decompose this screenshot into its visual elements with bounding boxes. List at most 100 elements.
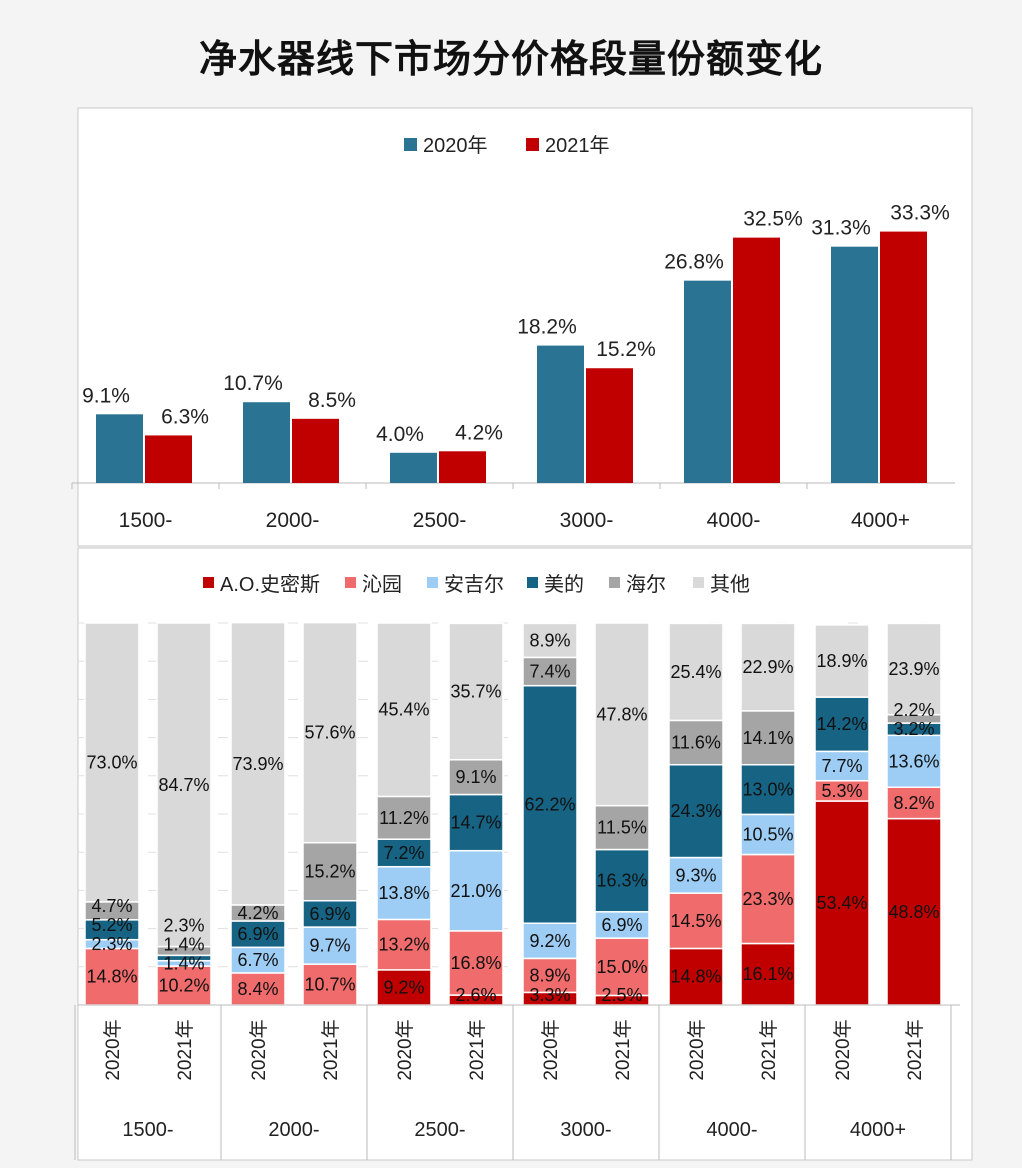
segment-美的	[230, 920, 286, 949]
legend-swatch	[609, 577, 620, 588]
legend-label: 美的	[544, 573, 584, 596]
bar-2020年	[831, 246, 878, 483]
segment-label: 9.2%	[529, 931, 570, 951]
segment-label: 2.3%	[91, 934, 132, 954]
legend-label: 其他	[710, 573, 750, 596]
segment-label: 23.9%	[888, 659, 939, 679]
segment-label: 6.9%	[309, 904, 350, 924]
segment-label: 4.2%	[237, 903, 278, 923]
segment-label: 15.0%	[596, 957, 647, 977]
x-tick-label: 4000-	[707, 509, 761, 532]
segment-label: 6.9%	[237, 924, 278, 944]
segment-label: 5.3%	[821, 781, 862, 801]
year-label: 2020年	[540, 1019, 562, 1080]
year-label: 2021年	[320, 1019, 342, 1080]
bar-2021年	[586, 368, 633, 483]
segment-label: 2.6%	[455, 985, 496, 1005]
x-tick-label: 4000+	[851, 509, 910, 532]
legend-swatch	[526, 138, 539, 151]
year-label: 2021年	[758, 1019, 780, 1080]
segment-label: 18.9%	[816, 651, 867, 671]
data-label: 10.7%	[223, 372, 283, 395]
legend-swatch	[427, 577, 438, 588]
segment-沁园	[448, 930, 504, 996]
segment-label: 57.6%	[304, 723, 355, 743]
bar-2020年	[684, 280, 731, 483]
segment-label: 13.2%	[378, 935, 429, 955]
segment-label: 9.3%	[675, 865, 716, 885]
segment-安吉尔	[376, 865, 432, 921]
segment-A.O.史密斯	[376, 969, 432, 1006]
segment-label: 24.3%	[670, 801, 721, 821]
segment-海尔	[302, 841, 358, 902]
segment-沁园	[302, 963, 358, 1006]
segment-label: 22.9%	[742, 657, 793, 677]
category-label: 1500-	[122, 1119, 173, 1141]
x-tick-label: 1500-	[119, 509, 173, 532]
segment-label: 4.7%	[91, 896, 132, 916]
segment-A.O.史密斯	[886, 817, 942, 1006]
segment-label: 48.8%	[888, 902, 939, 922]
segment-其他	[594, 622, 650, 807]
top-panel	[77, 107, 973, 547]
segment-label: 13.6%	[888, 751, 939, 771]
segment-label: 11.2%	[379, 808, 429, 828]
legend-label: 安吉尔	[444, 573, 504, 596]
segment-A.O.史密斯	[740, 942, 796, 1006]
segment-label: 16.3%	[596, 871, 647, 891]
year-label: 2021年	[466, 1019, 488, 1080]
segment-label: 9.7%	[309, 936, 350, 956]
segment-label: 13.0%	[742, 780, 793, 800]
segment-label: 5.2%	[91, 915, 132, 935]
segment-label: 2.3%	[163, 915, 204, 935]
year-label: 2020年	[686, 1019, 708, 1080]
bar-2020年	[96, 414, 143, 483]
segment-label: 14.8%	[86, 967, 137, 987]
segment-label: 1.4%	[163, 953, 204, 973]
data-label: 4.2%	[455, 421, 503, 444]
bar-2020年	[243, 402, 290, 483]
segment-label: 6.9%	[601, 915, 642, 935]
segment-label: 10.7%	[304, 975, 355, 995]
segment-安吉尔	[522, 922, 578, 960]
data-label: 33.3%	[890, 202, 950, 225]
segment-其他	[740, 622, 796, 712]
legend-label: 2020年	[423, 134, 488, 157]
segment-安吉尔	[668, 856, 724, 894]
segment-安吉尔	[448, 849, 504, 932]
segment-label: 10.5%	[742, 824, 793, 844]
segment-label: 8.9%	[529, 630, 570, 650]
segment-美的	[376, 838, 432, 868]
category-label: 2000-	[268, 1119, 319, 1141]
segment-label: 2.2%	[893, 700, 934, 720]
segment-label: 16.8%	[450, 953, 501, 973]
bar-2021年	[439, 451, 486, 483]
segment-label: 25.4%	[670, 662, 721, 682]
segment-label: 8.9%	[529, 965, 570, 985]
segment-其他	[448, 622, 504, 761]
legend-label: A.O.史密斯	[220, 573, 320, 596]
segment-label: 2.5%	[601, 985, 642, 1005]
segment-其他	[522, 622, 578, 659]
legend-swatch	[693, 577, 704, 588]
legend-label: 沁园	[362, 573, 402, 596]
data-label: 32.5%	[743, 208, 803, 231]
year-label: 2021年	[174, 1019, 196, 1080]
segment-其他	[886, 622, 942, 716]
segment-label: 53.4%	[816, 893, 867, 913]
segment-其他	[814, 624, 870, 698]
data-label: 26.8%	[664, 251, 724, 274]
segment-其他	[84, 622, 140, 903]
segment-label: 11.6%	[671, 733, 721, 753]
segment-label: 14.8%	[670, 967, 721, 987]
year-label: 2020年	[832, 1019, 854, 1080]
legend-swatch	[404, 138, 417, 151]
segment-美的	[740, 763, 796, 816]
segment-label: 14.1%	[742, 728, 793, 748]
segment-label: 73.0%	[86, 752, 137, 772]
segment-label: 6.7%	[237, 950, 278, 970]
segment-label: 13.8%	[378, 883, 429, 903]
segment-美的	[302, 899, 358, 928]
bar-2021年	[880, 231, 927, 483]
segment-海尔	[668, 719, 724, 766]
